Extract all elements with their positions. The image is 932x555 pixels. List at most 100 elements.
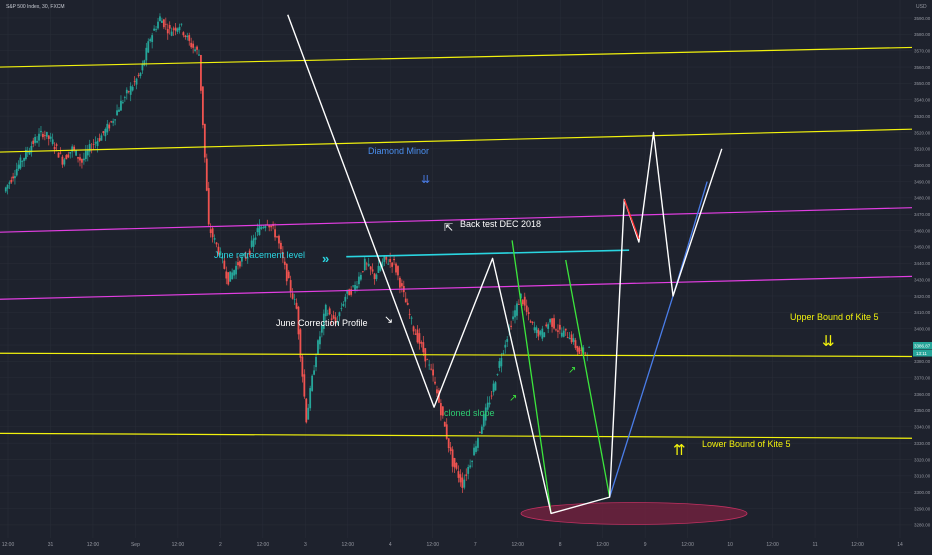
candle-body <box>381 261 384 267</box>
candle-body <box>463 479 466 488</box>
candle-body <box>88 144 91 152</box>
candle-body <box>65 155 68 160</box>
candle-body <box>375 274 378 280</box>
candle-body <box>45 131 48 137</box>
candle-body <box>227 272 230 285</box>
candle-body <box>84 150 87 160</box>
candle-body <box>14 176 16 179</box>
candle-body <box>459 474 462 483</box>
candle-body <box>55 144 58 146</box>
candle-body <box>86 150 89 156</box>
y-tick-label: 3510.00 <box>914 147 931 152</box>
candle-body <box>582 347 585 354</box>
candle-body <box>143 60 146 66</box>
candle-body <box>303 374 306 397</box>
candle-body <box>447 438 450 449</box>
candle-body <box>414 333 417 335</box>
candle-body <box>264 225 267 229</box>
x-tick-label: 2 <box>219 542 222 548</box>
y-tick-label: 3420.00 <box>914 294 931 299</box>
x-tick-label: 3 <box>304 542 307 548</box>
candle-body <box>155 29 157 31</box>
candle-body <box>153 28 156 31</box>
candle-body <box>514 310 516 318</box>
candle-body <box>6 184 9 189</box>
candle-body <box>25 149 27 160</box>
candle-body <box>443 422 446 427</box>
candle-body <box>482 414 485 427</box>
candle-body <box>43 135 46 137</box>
candle-body <box>17 164 20 170</box>
candle-body <box>201 86 204 126</box>
candle-body <box>537 329 540 337</box>
y-tick-label: 3340.00 <box>914 425 931 430</box>
candle-body <box>311 375 314 391</box>
candle-body <box>23 158 25 161</box>
price-badges: 3386.87 13:11 <box>913 342 932 357</box>
candle-body <box>38 133 40 141</box>
double-chevron-down-icon: ⇊ <box>421 174 430 186</box>
drawings <box>0 14 913 525</box>
x-tick-label: 7 <box>474 542 477 548</box>
candle-body <box>373 273 376 280</box>
candle-body <box>112 121 115 123</box>
y-tick-label: 3490.00 <box>914 179 931 184</box>
candle-body <box>186 35 189 38</box>
y-tick-label: 3530.00 <box>914 114 931 119</box>
y-tick-label: 3320.00 <box>914 457 931 462</box>
candle-body <box>176 28 179 32</box>
candle-body <box>397 266 399 276</box>
candle-body <box>408 313 411 315</box>
y-tick-label: 3370.00 <box>914 376 931 381</box>
candle-body <box>457 471 460 478</box>
candle-body <box>385 256 388 260</box>
candle-body <box>560 332 563 337</box>
candle-body <box>12 176 15 179</box>
candle-body <box>73 146 76 151</box>
countdown-badge <box>913 349 932 357</box>
candle-body <box>81 158 83 163</box>
candle-body <box>168 25 171 29</box>
candle-body <box>465 474 468 476</box>
candle-body <box>361 271 364 273</box>
candle-body <box>309 388 312 409</box>
candle-body <box>159 16 161 22</box>
candle-body <box>180 23 183 25</box>
candle-body <box>576 346 579 352</box>
candle-body <box>557 330 559 332</box>
candle-body <box>291 293 294 299</box>
green-arrow-icon-1: ↗ <box>509 393 517 404</box>
candle-body <box>469 465 472 468</box>
y-tick-label: 3550.00 <box>914 81 931 86</box>
candle-body <box>336 321 339 324</box>
x-tick-label: 12:00 <box>766 542 779 548</box>
candle-body <box>79 157 81 161</box>
candle-body <box>451 449 454 467</box>
y-tick-label: 3350.00 <box>914 408 931 413</box>
cyan-june-retracement <box>346 249 630 258</box>
candle-body <box>570 334 573 343</box>
candle-body <box>162 19 165 28</box>
candle-body <box>488 402 491 405</box>
green-arrow-icon-2: ↗ <box>568 365 576 376</box>
x-tick-label: 12:00 <box>87 542 100 548</box>
candle-body <box>51 139 54 144</box>
candle-body <box>584 352 587 354</box>
candle-body <box>428 364 431 366</box>
candle-body <box>332 315 335 319</box>
candle-body <box>420 342 423 344</box>
countdown-label: 13:11 <box>916 351 927 356</box>
lower-bound-label: Lower Bound of Kite 5 <box>702 439 791 449</box>
candle-body <box>157 21 159 29</box>
y-tick-label: 3560.00 <box>914 65 931 70</box>
candle-body <box>102 131 105 133</box>
candle-body <box>145 47 148 61</box>
candle-body <box>280 242 282 250</box>
candle-body <box>28 150 31 155</box>
candle-body <box>61 156 64 165</box>
candle-body <box>494 382 497 391</box>
candle-body <box>203 123 206 158</box>
candle-body <box>133 81 136 83</box>
candle-body <box>123 97 126 99</box>
